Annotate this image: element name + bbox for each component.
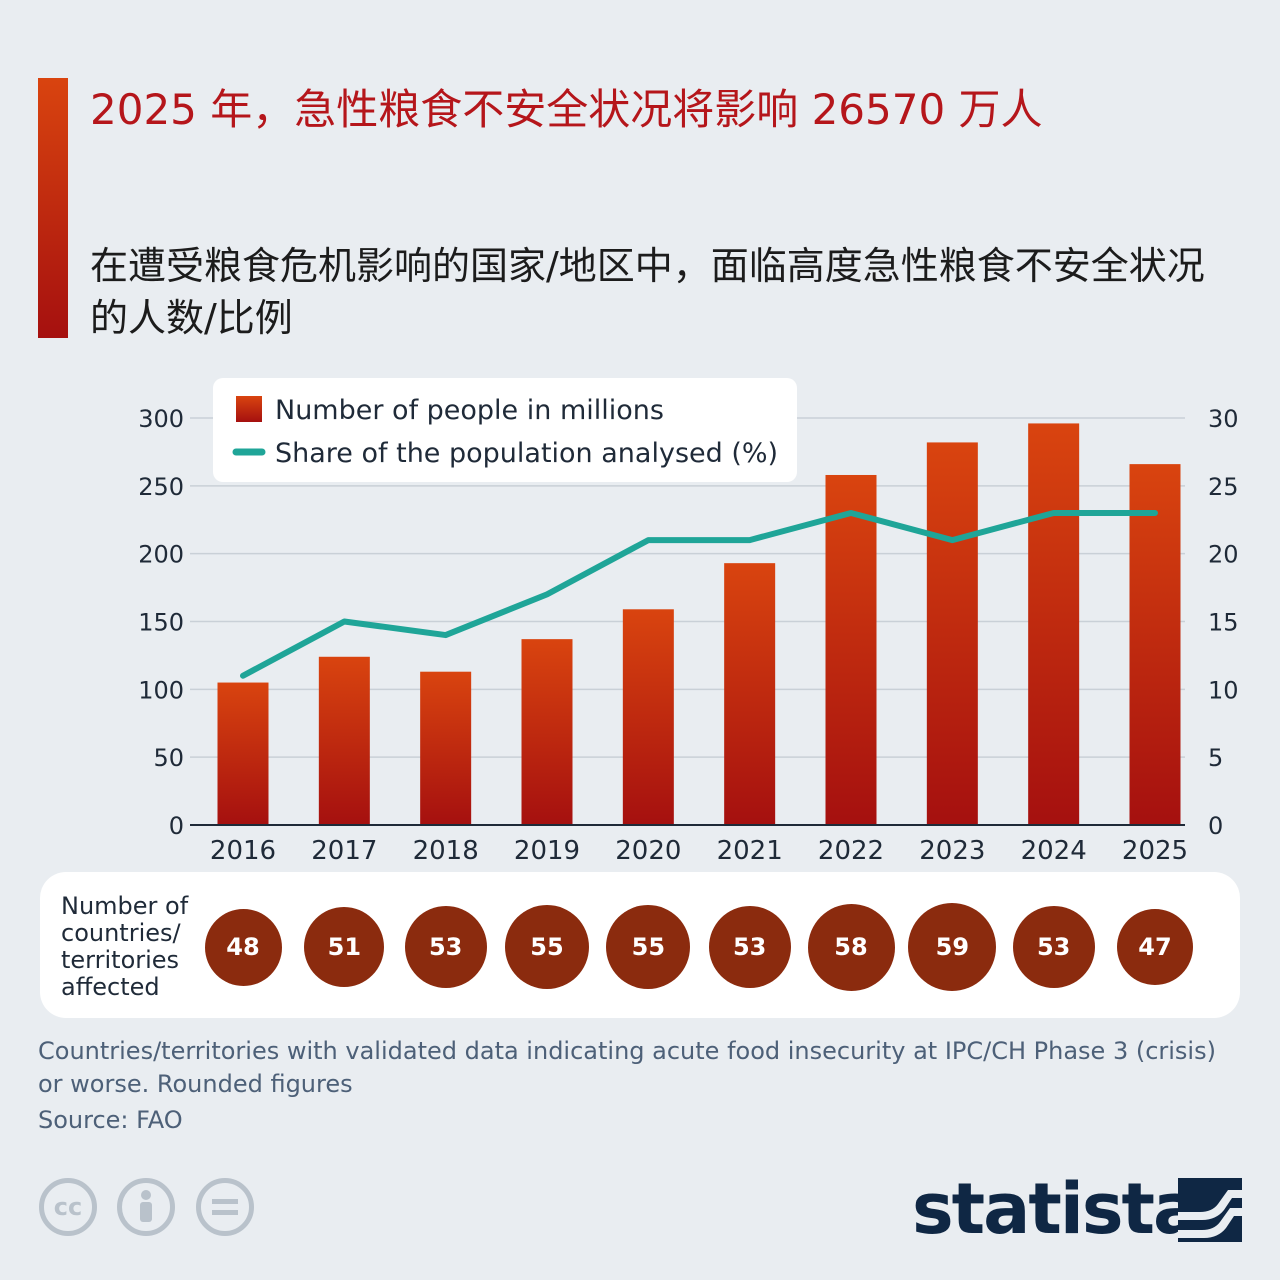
legend-label-bars: Number of people in millions <box>275 395 664 426</box>
right-axis-tick: 15 <box>1208 609 1239 637</box>
right-axis-tick: 30 <box>1208 405 1239 433</box>
share-line <box>240 509 1158 679</box>
x-axis-tick: 2023 <box>919 836 985 866</box>
countries-circle-2019: 55 <box>505 905 589 989</box>
left-axis-tick: 100 <box>138 676 184 704</box>
bar-2025 <box>1129 464 1181 825</box>
bar-2018 <box>420 671 472 825</box>
x-axis-tick: 2017 <box>311 836 377 866</box>
page-subtitle: 在遭受粮食危机影响的国家/地区中，面临高度急性粮食不安全状况的人数/比例 <box>90 244 1205 340</box>
right-axis-tick: 25 <box>1208 473 1239 501</box>
title-accent-bar <box>38 78 68 338</box>
countries-label: Number of countries/ territories affecte… <box>61 892 189 1001</box>
legend-bar-swatch <box>236 396 262 422</box>
x-axis-tick: 2018 <box>413 836 479 866</box>
countries-circle-2016: 48 <box>204 908 282 986</box>
bar-2021 <box>724 563 776 825</box>
source-text: Source: FAO <box>38 1106 183 1134</box>
page-title: 2025 年，急性粮食不安全状况将影响 26570 万人 <box>90 85 1043 134</box>
left-axis-tick: 250 <box>138 473 184 501</box>
countries-circle-2024: 53 <box>1012 906 1095 988</box>
bar-2020 <box>622 609 674 825</box>
countries-circle-2017: 51 <box>304 907 385 987</box>
x-axis-tick: 2020 <box>615 836 681 866</box>
line-series <box>240 509 1158 679</box>
left-axis-tick: 0 <box>169 812 184 840</box>
bar-2024 <box>1028 423 1080 825</box>
x-axis-tick: 2022 <box>818 836 884 866</box>
countries-circle-2025: 47 <box>1117 909 1193 985</box>
legend-label-line: Share of the population analysed (%) <box>275 438 778 469</box>
countries-circle-2022: 58 <box>807 903 895 991</box>
left-axis-tick: 200 <box>138 541 184 569</box>
x-axis-tick: 2016 <box>210 836 276 866</box>
footnote: Countries/territories with validated dat… <box>38 1037 1216 1098</box>
right-axis-tick: 20 <box>1208 541 1239 569</box>
x-axis-tick: 2024 <box>1021 836 1087 866</box>
bar-2023 <box>926 442 978 825</box>
x-axis-tick: 2019 <box>514 836 580 866</box>
right-axis-tick: 10 <box>1208 676 1239 704</box>
countries-circle-2023: 59 <box>908 903 997 991</box>
right-axis-tick: 5 <box>1208 744 1223 772</box>
legend: Number of people in millions Share of th… <box>213 378 797 482</box>
countries-circle-2020: 55 <box>606 905 691 989</box>
cc-icon[interactable]: cc <box>39 1178 97 1236</box>
x-axis-tick: 2021 <box>717 836 783 866</box>
statista-logo-icon[interactable] <box>1178 1178 1242 1242</box>
left-axis-tick: 300 <box>138 405 184 433</box>
bar-series <box>217 423 1181 825</box>
x-axis-tick: 2025 <box>1122 836 1188 866</box>
combo-chart: 0 0 50 5 100 10 150 15 200 20 250 25 300 30 2016 2017 20… <box>138 378 1239 866</box>
right-axis-tick: 0 <box>1208 812 1223 840</box>
bar-2017 <box>318 656 370 825</box>
bar-2022 <box>825 474 877 825</box>
attribution-icon[interactable] <box>117 1178 175 1236</box>
legend-box <box>213 378 797 482</box>
bar-2016 <box>217 682 269 825</box>
axes: 0 0 50 5 100 10 150 15 200 20 250 25 300 30 2016 2017 20… <box>138 405 1238 866</box>
no-derivatives-icon[interactable] <box>196 1178 254 1236</box>
countries-circle-2021: 53 <box>708 906 791 988</box>
left-axis-tick: 150 <box>138 609 184 637</box>
left-axis-tick: 50 <box>153 744 184 772</box>
statista-logo[interactable]: statista <box>912 1168 1200 1250</box>
countries-circle-2018: 53 <box>404 906 487 988</box>
bar-2019 <box>521 639 573 825</box>
